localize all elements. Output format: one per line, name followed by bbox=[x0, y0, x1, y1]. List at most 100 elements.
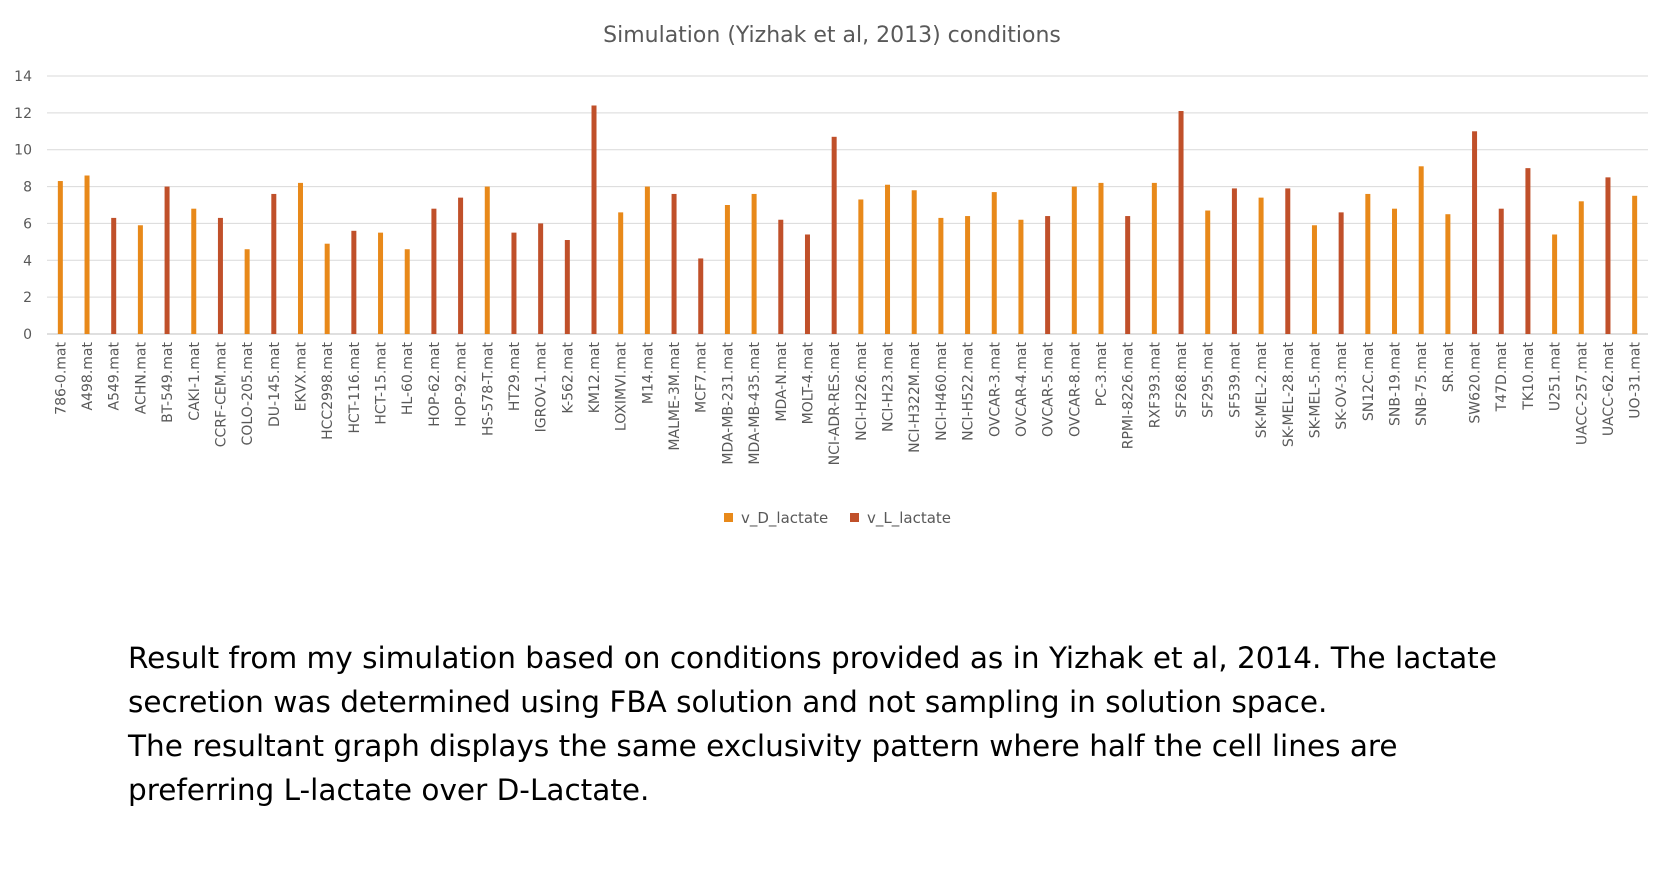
bar-v-l-lactate bbox=[804, 234, 810, 334]
x-tick-label: OVCAR-3.mat bbox=[987, 341, 1003, 436]
x-tick-label: HS-578-T.mat bbox=[480, 342, 496, 437]
x-tick-label: IGROV-1.mat bbox=[534, 341, 550, 432]
x-tick-label: NCI-H460.mat bbox=[934, 341, 950, 440]
x-tick-label: SK-MEL-5.mat bbox=[1307, 341, 1323, 438]
caption-line-2: secretion was determined using FBA solut… bbox=[128, 685, 1328, 719]
bar-v-d-lactate bbox=[911, 190, 917, 334]
bar-v-d-lactate bbox=[938, 217, 944, 334]
x-tick-label: OVCAR-4.mat bbox=[1014, 341, 1030, 436]
x-tick-label: SK-MEL-2.mat bbox=[1254, 341, 1270, 438]
x-tick-label: HCT-15.mat bbox=[374, 341, 390, 424]
y-tick-label: 14 bbox=[14, 69, 32, 85]
x-tick-label: ACHN.mat bbox=[133, 341, 149, 414]
y-tick-label: 8 bbox=[23, 180, 32, 196]
bar-v-d-lactate bbox=[137, 225, 143, 334]
x-tick-label: RXF393.mat bbox=[1147, 341, 1163, 428]
bar-v-l-lactate bbox=[1338, 212, 1344, 334]
y-tick-label: 0 bbox=[23, 327, 32, 343]
caption-line-3: The resultant graph displays the same ex… bbox=[128, 729, 1398, 763]
legend-swatch-d-lactate bbox=[724, 513, 733, 522]
x-tick-label: T47D.mat bbox=[1494, 341, 1510, 412]
bar-v-d-lactate bbox=[1578, 201, 1584, 334]
x-tick-label: SR.mat bbox=[1441, 341, 1457, 392]
x-tick-label: SNB-19.mat bbox=[1388, 342, 1404, 426]
bar-v-l-lactate bbox=[511, 232, 517, 334]
bar-v-d-lactate bbox=[991, 192, 997, 334]
bar-v-d-lactate bbox=[1098, 182, 1104, 334]
x-tick-label: TK10.mat bbox=[1521, 341, 1537, 410]
x-tick-label: SK-OV-3.mat bbox=[1334, 341, 1350, 429]
bar-v-l-lactate bbox=[1472, 131, 1478, 334]
legend-label-d-lactate: v_D_lactate bbox=[741, 509, 828, 528]
x-tick-label: LOXIMVI.mat bbox=[614, 341, 630, 431]
bars bbox=[57, 105, 1638, 335]
x-tick-label: UO-31.mat bbox=[1628, 341, 1644, 418]
x-tick-label: MDA-MB-435.mat bbox=[747, 342, 763, 465]
bar-v-l-lactate bbox=[564, 240, 570, 334]
bar-v-d-lactate bbox=[191, 208, 197, 334]
x-tick-label: SK-MEL-28.mat bbox=[1281, 341, 1297, 447]
x-tick-label: NCI-H522.mat bbox=[961, 341, 977, 440]
caption-line-4: preferring L-lactate over D-Lactate. bbox=[128, 773, 650, 807]
bar-v-l-lactate bbox=[217, 217, 223, 334]
x-tick-label: UACC-62.mat bbox=[1601, 341, 1617, 436]
bar-v-l-lactate bbox=[831, 136, 837, 334]
x-tick-label: BT-549.mat bbox=[160, 342, 176, 423]
bar-v-d-lactate bbox=[751, 193, 757, 334]
legend-swatch-l-lactate bbox=[850, 513, 859, 522]
bar-v-l-lactate bbox=[1525, 168, 1531, 334]
bar-v-l-lactate bbox=[271, 193, 277, 334]
y-tick-label: 4 bbox=[23, 253, 32, 269]
legend-label-l-lactate: v_L_lactate bbox=[867, 509, 951, 528]
x-tick-label: 786-0.mat bbox=[53, 341, 69, 414]
bar-v-d-lactate bbox=[1071, 186, 1077, 334]
bar-v-d-lactate bbox=[244, 249, 250, 334]
bar-v-d-lactate bbox=[57, 181, 63, 334]
bar-v-l-lactate bbox=[778, 219, 784, 334]
x-tick-label: NCI-H23.mat bbox=[881, 342, 897, 432]
bar-v-d-lactate bbox=[1418, 166, 1424, 334]
gridlines bbox=[47, 75, 1648, 335]
x-tick-label: MDA-N.mat bbox=[774, 342, 790, 422]
bar-v-d-lactate bbox=[1311, 225, 1317, 334]
bar-v-d-lactate bbox=[1151, 182, 1157, 334]
bar-v-l-lactate bbox=[1125, 216, 1131, 334]
x-tick-label: MALME-3M.mat bbox=[667, 341, 683, 450]
x-tick-label: NCI-H226.mat bbox=[854, 341, 870, 440]
bar-v-l-lactate bbox=[1045, 216, 1051, 334]
x-tick-label: A498.mat bbox=[80, 342, 96, 411]
y-tick-label: 2 bbox=[23, 290, 32, 306]
y-tick-label: 10 bbox=[14, 143, 32, 159]
bar-v-l-lactate bbox=[1498, 208, 1504, 334]
bar-v-d-lactate bbox=[1632, 195, 1638, 334]
bar-v-d-lactate bbox=[1552, 234, 1558, 334]
x-tick-label: KM12.mat bbox=[587, 341, 603, 413]
x-tick-label: M14.mat bbox=[640, 342, 656, 405]
bar-v-l-lactate bbox=[1178, 111, 1184, 334]
x-tick-label: MDA-MB-231.mat bbox=[720, 342, 736, 465]
x-tick-label: HOP-62.mat bbox=[427, 342, 443, 427]
x-tick-label: SF539.mat bbox=[1227, 342, 1243, 418]
bar-v-d-lactate bbox=[1445, 214, 1451, 334]
bar-v-d-lactate bbox=[644, 186, 650, 334]
x-tick-label: DU-145.mat bbox=[267, 342, 283, 427]
bar-v-d-lactate bbox=[618, 212, 624, 334]
bar-v-l-lactate bbox=[1605, 177, 1611, 334]
bar-v-d-lactate bbox=[84, 175, 90, 334]
bar-v-d-lactate bbox=[297, 182, 303, 334]
bar-v-d-lactate bbox=[1258, 197, 1264, 334]
bar-v-d-lactate bbox=[1392, 208, 1398, 334]
bar-v-l-lactate bbox=[458, 197, 464, 334]
bar-v-d-lactate bbox=[1365, 193, 1371, 334]
legend: v_D_lactate v_L_lactate bbox=[724, 509, 951, 528]
x-tick-label: EKVX.mat bbox=[293, 341, 309, 411]
x-tick-label: UACC-257.mat bbox=[1574, 341, 1590, 445]
x-tick-label: CCRF-CEM.mat bbox=[213, 342, 229, 448]
x-tick-label: K-562.mat bbox=[560, 341, 576, 413]
x-tick-label: U251.mat bbox=[1548, 341, 1564, 411]
bar-v-l-lactate bbox=[698, 258, 704, 334]
chart-title: Simulation (Yizhak et al, 2013) conditio… bbox=[603, 23, 1061, 48]
x-tick-label: HCT-116.mat bbox=[347, 341, 363, 433]
x-tick-label: SNB-75.mat bbox=[1414, 342, 1430, 426]
bar-v-d-lactate bbox=[965, 216, 971, 334]
